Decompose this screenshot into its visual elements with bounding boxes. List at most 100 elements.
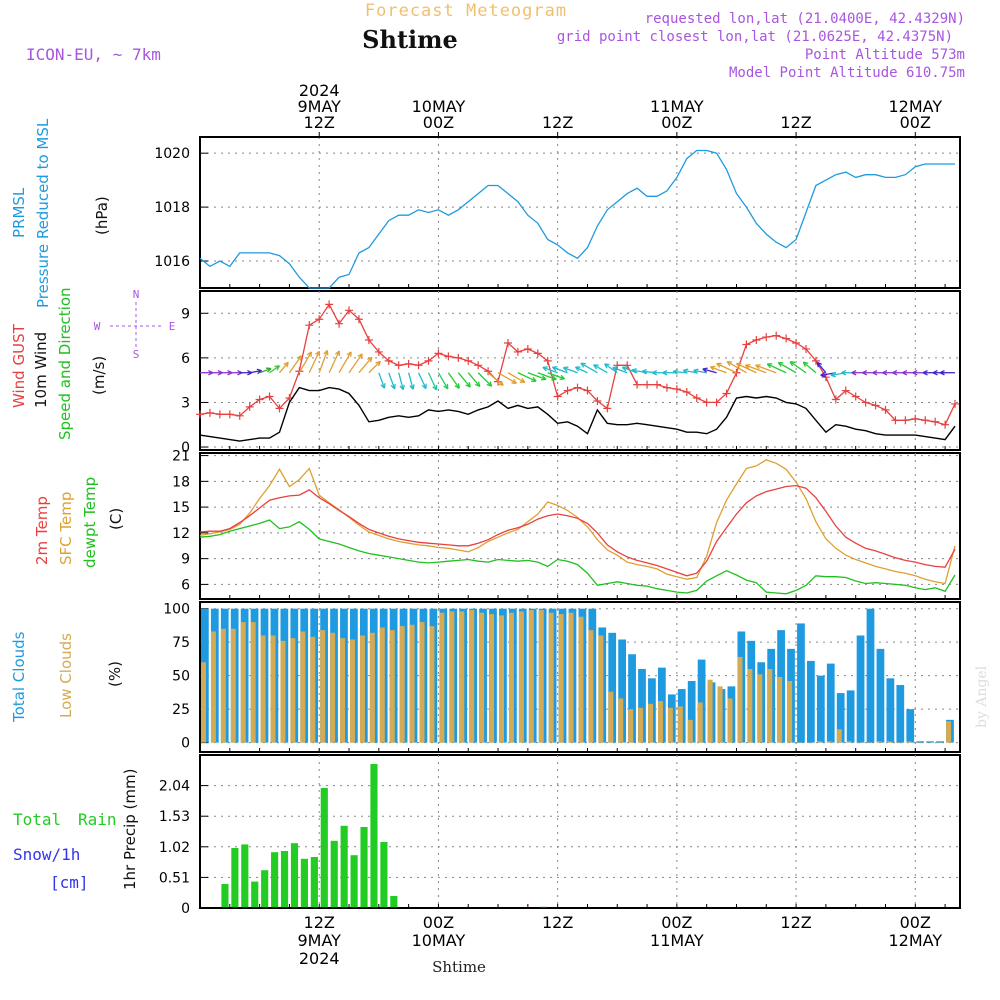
gust-point [851,392,860,401]
wind-ytick-label: 6 [181,351,190,367]
wind-arrow [563,366,578,374]
low-cloud-bar [330,632,336,743]
wind-arrow-head [335,350,341,356]
low-cloud-bar [598,635,604,743]
rain-bar [340,825,348,908]
wind-arrow-head [390,383,396,390]
gust-point [931,417,940,426]
wind-arrow-head [511,378,517,384]
wind-arrow-head [631,368,637,374]
low-cloud-bar [379,627,385,743]
top-time-label: 12Z [542,113,573,132]
low-cloud-bar [677,706,683,743]
wind-arrow-head [574,366,581,372]
wind-arrow [736,362,757,374]
gridpoint-coords: grid point closest lon,lat (21.0625E, 42… [557,29,953,45]
panel-wind: 0 3 6 9 [181,290,961,456]
clouds-ytick-label: 25 [172,702,190,718]
low-cloud-bar [836,729,842,743]
wind-ytick-label: 3 [181,395,190,411]
low-cloud-bar [657,701,663,743]
bottom-time-label: 12Z [780,913,811,932]
wind-arrow-head [736,362,742,368]
total-cloud-bar [906,709,915,743]
pressure-ytick-label: 1018 [154,200,190,216]
wind-arrow [417,372,427,389]
wind-arrow-head [872,369,878,376]
point-altitude: Point Altitude 573m [805,47,965,63]
gust-point [941,420,950,429]
wind-arrow [745,364,767,374]
bottom-time-label: 12MAY [888,931,942,950]
low-cloud-bar [260,635,266,743]
wind-arrow-head [551,375,557,381]
wind-arrow [487,372,504,386]
rain-bar [221,884,229,908]
wind-arrow [507,372,526,383]
gust-point [662,383,671,392]
wind-arrow-head [562,366,569,372]
wind-label-10m: 10m Wind [32,332,50,408]
low-cloud-bar [687,719,693,743]
wind-arrow [467,372,481,387]
wind-arrow [368,360,381,374]
total-cloud-bar [926,741,934,743]
gust-point [444,352,453,361]
low-cloud-bar [667,707,673,743]
precipitation-ytick-label: 0 [181,901,190,917]
low-cloud-bar [290,638,296,743]
wind-compass: N S W E [94,288,176,361]
temperature-frame [199,452,961,600]
gust-point [345,306,354,315]
precipitation-ytick-label: 0.51 [159,870,190,886]
wind-ytick-label: 9 [181,306,190,322]
wind-arrow-head [662,369,668,376]
wind-arrow [348,353,363,374]
wind-arrow-head [693,368,699,374]
top-time-label: 12Z [780,113,811,132]
wind-arrow [542,366,558,374]
wind-arrow-head [265,367,272,373]
gust-point [335,319,344,328]
gust-point [414,361,423,370]
temp-label-sfc: SFC Temp [57,492,75,565]
wind-arrow [612,366,628,374]
bottom-time-label: 12Z [304,913,335,932]
temperature-ytick-label: 21 [172,449,190,465]
wind-arrow [575,366,588,374]
bottom-time-label: 00Z [900,913,931,932]
wind-arrow [497,372,517,384]
wind-arrow-head [651,369,658,376]
precipitation-ytick-label: 1.02 [159,840,190,856]
low-cloud-bar [797,742,803,744]
wind-arrow [338,351,352,374]
wind-arrow-head [498,380,504,387]
wind-arrow-head [912,369,918,376]
wind-speed-line [199,386,956,442]
wind-arrow-head [399,384,405,391]
precip-label-total: Total [13,810,61,829]
wind-arrow-head [421,383,427,390]
gust-point [235,411,244,420]
wind-arrow [547,372,565,380]
low-cloud-bar [866,742,872,744]
wind-arrow-head [939,369,945,376]
gust-point [394,361,403,370]
wind-arrow-head [932,369,938,376]
wind-arrow [318,350,328,373]
gust-point [672,385,681,394]
gust-point [593,396,602,405]
gust-point [841,386,850,395]
pressure-frame [199,136,961,289]
wind-arrow [726,361,747,374]
gust-point [315,315,324,324]
low-cloud-bar [807,742,812,744]
low-cloud-bar [489,614,495,743]
total-cloud-bar [916,741,925,743]
wind-arrow [427,372,438,391]
gust-point [901,416,910,425]
gust-point [424,356,433,365]
bottom-time-label: 9MAY [297,931,341,950]
temp-label-2m: 2m Temp [33,496,51,565]
wind-arrow-head [367,356,373,363]
